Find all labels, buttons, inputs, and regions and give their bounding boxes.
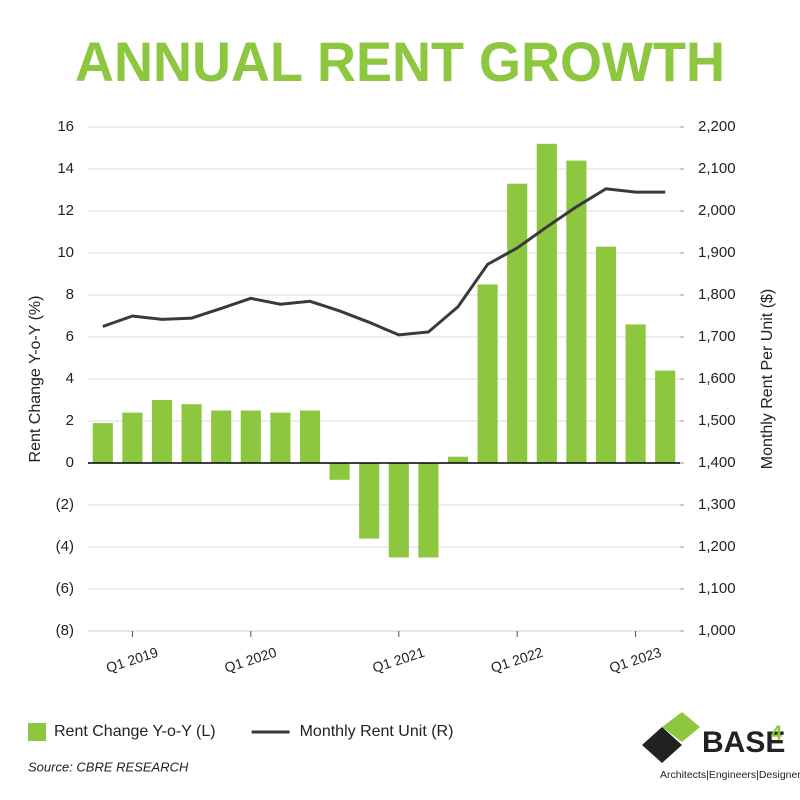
bar: [388, 463, 409, 558]
y2-tick-label: 2,200: [698, 118, 736, 135]
bar: [270, 412, 291, 463]
bar: [418, 463, 439, 558]
bar: [92, 423, 113, 463]
logo-name: BASE: [702, 726, 785, 759]
logo-icon: [642, 727, 682, 763]
y2-tick-label: 1,600: [698, 370, 736, 387]
logo-tagline: Architects|Engineers|Designers: [660, 769, 800, 781]
bar: [181, 404, 202, 463]
legend-swatch: [28, 723, 46, 741]
y-tick-label: 10: [57, 244, 74, 261]
bar: [122, 412, 143, 463]
y-axis-label: Rent Change Y-o-Y (%): [27, 296, 44, 463]
bar: [566, 160, 587, 463]
x-tick-label: Q1 2021: [370, 644, 426, 676]
chart-title: ANNUAL RENT GROWTH: [75, 30, 725, 93]
bar: [299, 410, 321, 463]
bar: [151, 400, 173, 463]
x-tick-label: Q1 2022: [489, 644, 545, 676]
bar: [211, 410, 232, 463]
source: Source: CBRE RESEARCH: [28, 759, 189, 774]
bar: [655, 370, 676, 463]
bar: [536, 143, 557, 464]
y-tick-label: 4: [66, 370, 74, 387]
line: [102, 187, 666, 337]
bar: [240, 410, 261, 463]
logo-icon: [662, 712, 700, 742]
y2-tick-label: 1,100: [698, 580, 736, 597]
y-tick-label: (2): [56, 496, 74, 513]
bar: [447, 456, 469, 463]
y-tick-label: 14: [57, 160, 74, 177]
y2-tick-label: 1,000: [698, 622, 736, 639]
y2-tick-label: 1,800: [698, 286, 736, 303]
legend-label: Monthly Rent Unit (R): [300, 723, 454, 740]
x-tick-label: Q1 2019: [104, 644, 160, 676]
y-tick-label: 12: [57, 202, 74, 219]
y-tick-label: 0: [66, 454, 74, 471]
bar: [507, 183, 528, 463]
bar: [329, 463, 350, 480]
y2-tick-label: 1,500: [698, 412, 736, 429]
y2-tick-label: 1,400: [698, 454, 736, 471]
bar: [359, 463, 380, 539]
y2-axis-label: Monthly Rent Per Unit ($): [759, 289, 776, 470]
y-tick-label: (4): [56, 538, 74, 555]
bar: [477, 284, 498, 463]
y2-tick-label: 2,100: [698, 160, 736, 177]
y2-tick-label: 2,000: [698, 202, 736, 219]
bar: [625, 324, 646, 463]
y-tick-label: 6: [66, 328, 74, 345]
legend-label: Rent Change Y-o-Y (L): [54, 723, 216, 740]
y-tick-label: (6): [56, 580, 74, 597]
y2-tick-label: 1,900: [698, 244, 736, 261]
logo: BASE 4 Architects|Engineers|Designers: [642, 712, 800, 781]
x-tick-label: Q1 2020: [222, 644, 278, 676]
y2-tick-label: 1,300: [698, 496, 736, 513]
y-tick-label: 8: [66, 286, 74, 303]
y-tick-label: 16: [57, 118, 74, 135]
y2-tick-label: 1,200: [698, 538, 736, 555]
y2-tick-label: 1,700: [698, 328, 736, 345]
y-tick-label: (8): [56, 622, 74, 639]
x-tick-label: Q1 2023: [607, 644, 663, 676]
bar: [595, 246, 617, 463]
logo-number: 4: [771, 722, 783, 744]
y-tick-label: 2: [66, 412, 74, 429]
